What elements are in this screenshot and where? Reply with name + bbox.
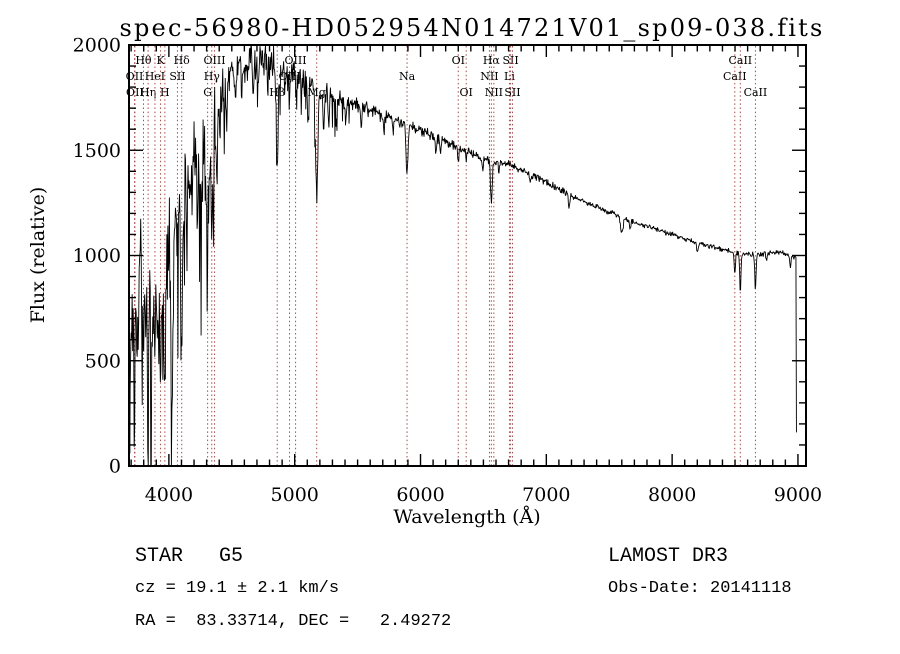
spectral-line-label: NII: [480, 70, 498, 83]
spectral-line-label: SII: [169, 70, 185, 83]
spectral-line-label: OI: [459, 86, 472, 99]
x-tick-label: 9000: [774, 484, 822, 506]
spectral-line-label: CaII: [744, 86, 768, 99]
y-tick-label: 2000: [73, 35, 121, 57]
obs-date-label: Obs-Date: 20141118: [608, 579, 792, 598]
spectral-line-label: SII: [504, 86, 520, 99]
spectral-line-label: CaII: [728, 54, 752, 67]
spectral-line-markers-layer: OIIOIIHθHηHeIKHSIIHδGHγOIIIHβOIIIOIIIMgN…: [126, 46, 768, 465]
spectral-line-label: Hβ: [269, 86, 285, 99]
x-tick-label: 6000: [396, 484, 444, 506]
spectral-line-label: OI: [452, 54, 465, 67]
y-tick-label: 1500: [73, 140, 121, 162]
spectral-line-label: OIII: [285, 54, 307, 67]
axes-layer: 4000 5000 6000 7000 8000 9000 0 500 1000 1500 2000: [73, 35, 822, 507]
x-tick-label: 8000: [648, 484, 696, 506]
spectral-line-label: H: [160, 86, 170, 99]
object-class-label: STAR G5: [135, 545, 243, 568]
spectral-line-label: Hη: [140, 86, 156, 99]
spectral-line-label: NII: [485, 86, 503, 99]
x-tick-label: 4000: [145, 484, 193, 506]
survey-release-label: LAMOST DR3: [608, 545, 728, 568]
radial-velocity-label: cz = 19.1 ± 2.1 km/s: [135, 579, 339, 598]
spectral-line-label: OII: [126, 86, 144, 99]
spectral-line-label: Li: [504, 70, 515, 83]
spectral-line-label: Hα: [483, 54, 501, 67]
spectral-line-label: HeI: [145, 70, 165, 83]
spectrum-path: [129, 44, 797, 466]
spectral-line-label: G: [203, 86, 212, 99]
ra-dec-label: RA = 83.33714, DEC = 2.49272: [135, 612, 451, 631]
y-tick-label: 0: [109, 456, 121, 478]
spectral-line-label: OIII: [204, 54, 226, 67]
x-tick-label: 7000: [522, 484, 570, 506]
spectral-line-label: Na: [399, 70, 416, 83]
spectrum-layer: [129, 44, 797, 466]
spectral-line-label: Hδ: [174, 54, 191, 67]
y-axis-label: Flux (relative): [27, 187, 49, 324]
spectral-line-label: OII: [126, 70, 144, 83]
spectral-line-label: CaII: [723, 70, 747, 83]
y-tick-label: 500: [85, 350, 121, 372]
spectral-line-label: Hθ: [135, 54, 152, 67]
figure-title: spec-56980-HD052954N014721V01_sp09-038.f…: [119, 14, 824, 42]
spectral-line-label: Hγ: [204, 70, 221, 83]
spectral-line-label: K: [156, 54, 165, 67]
x-axis-label: Wavelength (Å): [393, 506, 540, 528]
x-tick-label: 5000: [271, 484, 319, 506]
spectral-line-label: Mg: [308, 86, 326, 99]
y-tick-label: 1000: [73, 245, 121, 267]
plot-frame: [128, 44, 807, 467]
spectral-line-label: SII: [502, 54, 518, 67]
